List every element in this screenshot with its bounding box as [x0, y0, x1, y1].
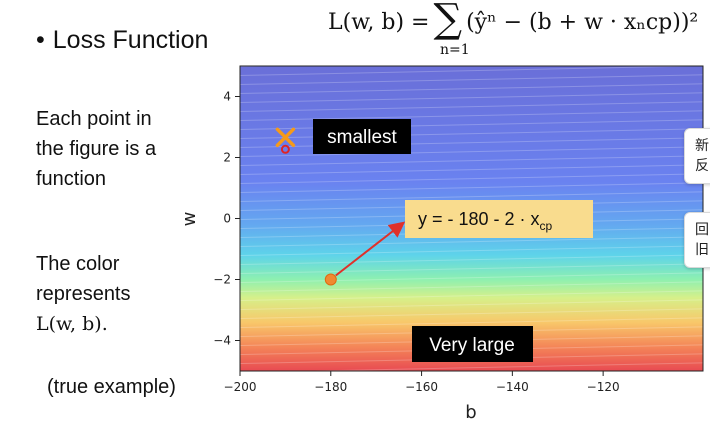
- badge-text: 反: [695, 157, 709, 173]
- x-ticks: −200 −180 −160 −140 −120: [224, 371, 620, 394]
- x-tick-label: −120: [587, 380, 620, 394]
- side-panel-tab-2[interactable]: 回 旧: [684, 212, 710, 268]
- y-tick-label: 2: [223, 151, 231, 165]
- desc-line: function: [36, 168, 107, 190]
- example-arrow: [335, 221, 406, 277]
- example-point: [324, 273, 337, 286]
- smallest-label-bg: [313, 119, 411, 154]
- formula-sum-index: n=1: [440, 42, 470, 58]
- y-tick-label: 4: [223, 90, 231, 104]
- very-large-label: Very large: [429, 335, 515, 356]
- equation-subscript: cp: [540, 219, 553, 233]
- very-large-label-bg: [412, 326, 533, 362]
- x-tick-label: −180: [314, 380, 347, 394]
- formula-body: (ŷⁿ − (b + w · xₙcp))²: [466, 10, 699, 35]
- y-axis-label: w: [179, 212, 200, 227]
- formula-lhs: L(w, b) =: [328, 10, 430, 35]
- y-tick-label: 0: [223, 212, 231, 226]
- color-line: represents: [36, 283, 131, 305]
- equation-label-bg: [405, 200, 593, 238]
- y-tick-label: −2: [213, 273, 231, 287]
- desc-line: the figure is a: [36, 138, 157, 160]
- minimum-x-icon: [275, 127, 296, 148]
- color-description: The color represents L(w, b).: [36, 249, 131, 339]
- equation-prefix: y = - 180 - 2 · x: [418, 209, 540, 229]
- title-text: Loss Function: [52, 26, 209, 54]
- smallest-label: smallest: [327, 127, 397, 148]
- minimum-point-marker: [275, 127, 296, 154]
- loss-formula: L(w, b) = ∑ (ŷⁿ − (b + w · xₙcp))² n=1: [328, 0, 699, 58]
- equation-label: y = - 180 - 2 · xcp: [418, 209, 553, 233]
- y-ticks: −4 −2 0 2 4: [213, 90, 240, 348]
- x-tick-label: −200: [224, 380, 257, 394]
- x-tick-label: −140: [496, 380, 529, 394]
- x-tick-label: −160: [405, 380, 438, 394]
- y-tick-label: −4: [213, 334, 231, 348]
- true-example-label: (true example): [47, 376, 176, 398]
- x-axis-label: b: [465, 402, 476, 422]
- color-line-math: L(w, b).: [36, 313, 108, 335]
- title-bullet: •: [36, 26, 45, 54]
- point-description: Each point in the figure is a function: [36, 104, 156, 194]
- side-panel-tab-1[interactable]: 新 反: [684, 128, 710, 184]
- minimum-circle: [280, 144, 290, 154]
- desc-line: Each point in: [36, 108, 152, 130]
- badge-text: 旧: [695, 241, 709, 257]
- badge-text: 回: [695, 221, 709, 237]
- slide-title: • Loss Function: [36, 26, 208, 55]
- badge-text: 新: [695, 137, 709, 153]
- color-line: The color: [36, 253, 120, 275]
- sigma-symbol: ∑: [433, 0, 463, 42]
